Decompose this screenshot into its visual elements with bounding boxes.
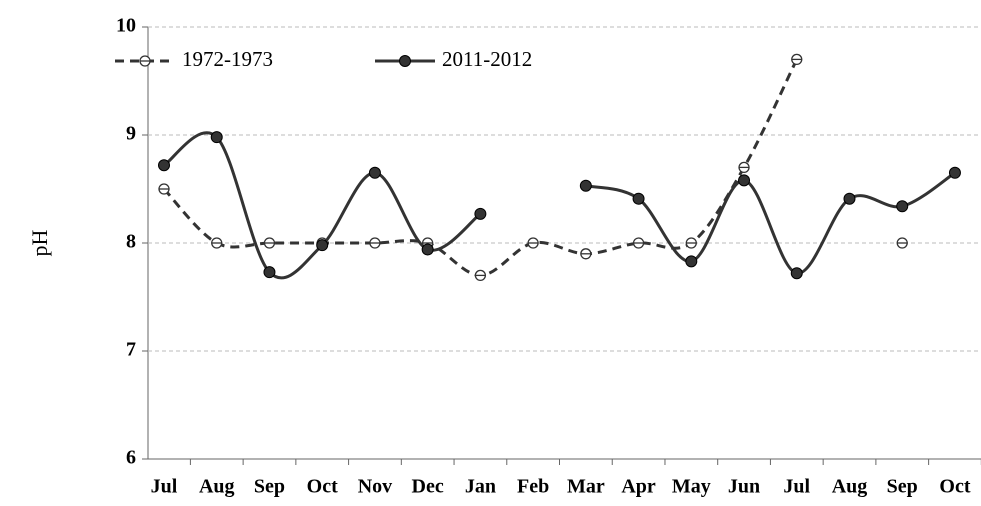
marker: [896, 200, 909, 213]
marker: [421, 243, 434, 256]
x-tick-label: Apr: [621, 476, 656, 498]
y-tick-label: 8: [126, 231, 136, 253]
x-tick-label: Jun: [728, 476, 760, 498]
x-tick-label: Mar: [567, 476, 605, 498]
marker: [843, 192, 856, 205]
x-tick-label: Jul: [783, 476, 810, 498]
x-tick-label: Aug: [832, 476, 868, 498]
y-tick-label: 9: [126, 123, 136, 145]
legend-label: 1972-1973: [182, 47, 273, 71]
x-tick-label: Jul: [151, 476, 178, 498]
marker: [474, 207, 487, 220]
x-tick-label: Dec: [412, 476, 444, 498]
marker: [316, 239, 329, 252]
legend-label: 2011-2012: [442, 47, 532, 71]
x-tick-label: Sep: [887, 476, 918, 498]
marker: [790, 267, 803, 280]
series-line: [163, 131, 482, 280]
x-tick-label: Oct: [307, 476, 338, 498]
marker: [368, 166, 381, 179]
x-tick-label: Sep: [254, 476, 285, 498]
x-tick-label: May: [672, 476, 711, 498]
marker: [632, 192, 645, 205]
marker: [948, 166, 961, 179]
marker: [210, 131, 223, 144]
x-tick-label: Aug: [199, 476, 235, 498]
marker: [685, 255, 698, 268]
y-axis-title: pH: [27, 229, 52, 256]
y-tick-label: 7: [126, 339, 136, 361]
x-tick-label: Nov: [358, 476, 392, 498]
marker: [579, 179, 592, 192]
marker: [263, 266, 276, 279]
marker: [738, 174, 751, 187]
y-tick-label: 10: [116, 15, 136, 37]
x-tick-label: Oct: [939, 476, 970, 498]
series-line: [585, 171, 956, 275]
x-tick-label: Jan: [465, 476, 496, 498]
marker: [399, 55, 411, 67]
marker: [158, 159, 170, 172]
x-tick-label: Feb: [517, 476, 549, 498]
y-tick-label: 6: [126, 447, 136, 469]
